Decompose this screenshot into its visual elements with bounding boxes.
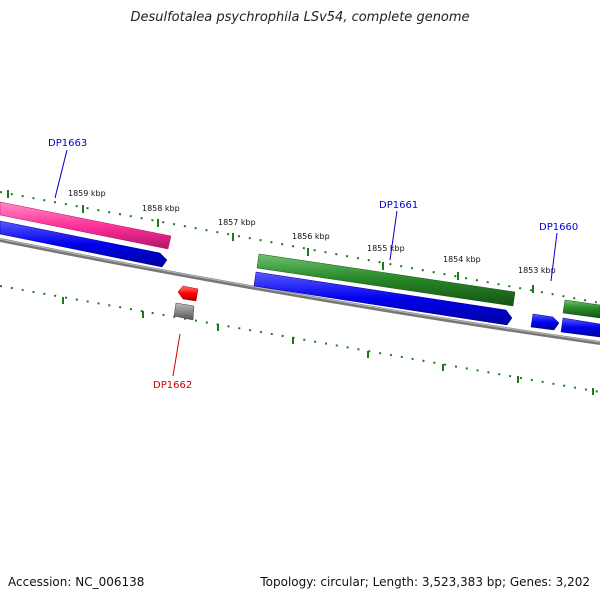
tick-label: 1859 kbp (68, 189, 106, 198)
tick-label: 1853 kbp (518, 266, 556, 275)
accession-text: Accession: NC_006138 (8, 575, 145, 589)
forward-strand-track (0, 201, 600, 319)
outer-tick-ring (0, 190, 600, 304)
gene-feature-DP1662[interactable] (177, 285, 199, 302)
callout-line-DP1662 (172, 333, 181, 377)
gene-feature-highlighted[interactable] (0, 201, 172, 250)
gene-feature[interactable] (560, 317, 600, 338)
tick-label: 1854 kbp (443, 255, 481, 264)
gene-feature-grey[interactable] (173, 302, 195, 321)
tick-label: 1858 kbp (142, 204, 180, 213)
callout-line-DP1661 (389, 210, 398, 261)
tick-label: 1855 kbp (367, 244, 405, 253)
tick-label: 1856 kbp (292, 232, 330, 241)
tick-label: 1857 kbp (218, 218, 256, 227)
gene-label[interactable]: DP1663 (48, 138, 87, 149)
genome-summary-text: Topology: circular; Length: 3,523,383 bp… (260, 575, 590, 589)
inner-tick-ring (0, 285, 600, 395)
gene-feature-DP1661[interactable] (256, 253, 516, 307)
reverse-strand-track (0, 220, 600, 338)
gene-feature-DP1660[interactable] (530, 313, 560, 331)
gene-label[interactable]: DP1662 (153, 380, 192, 391)
gene-label[interactable]: DP1660 (539, 222, 578, 233)
genome-backbone (0, 238, 600, 345)
callout-line-DP1660 (550, 232, 558, 282)
inner-major-ticks (62, 297, 594, 395)
gene-feature[interactable] (253, 271, 513, 326)
gene-feature[interactable] (562, 299, 600, 319)
outer-major-ticks (7, 190, 534, 293)
callout-line-DP1663 (54, 149, 68, 199)
map-title: Desulfotalea psychrophila LSv54, complet… (130, 10, 470, 25)
gene-feature-DP1663[interactable] (0, 220, 168, 268)
inner-ring-dots (0, 285, 600, 393)
gene-label[interactable]: DP1661 (379, 200, 418, 211)
